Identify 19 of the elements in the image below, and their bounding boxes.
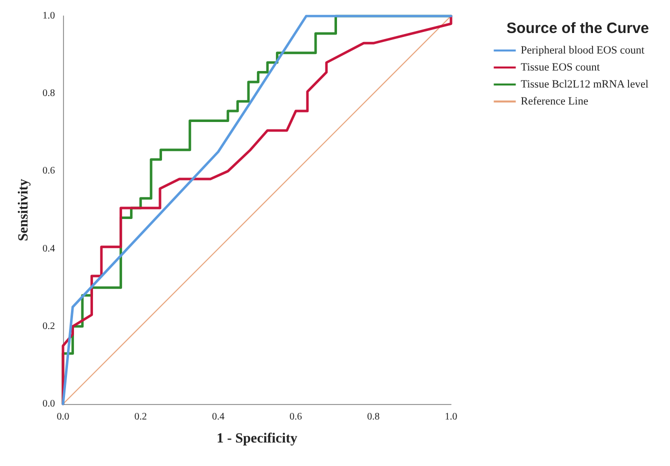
y-tick-label: 0.0 xyxy=(42,398,55,410)
y-tick-label: 1.0 xyxy=(42,10,55,22)
x-tick-label: 1.0 xyxy=(444,412,458,422)
y-tick-label: 0.8 xyxy=(42,88,55,100)
x-tick-label: 0.6 xyxy=(290,412,302,422)
x-tick-label: 0.2 xyxy=(134,412,147,422)
y-axis-title: Sensitivity xyxy=(16,178,32,242)
y-tick-label: 0.4 xyxy=(42,243,55,254)
x-tick-label: 0.0 xyxy=(56,412,70,422)
legend-title: Source of the Curve xyxy=(506,20,649,37)
legend-label: Reference Line xyxy=(520,96,588,108)
y-tick-label: 0.2 xyxy=(42,320,55,332)
x-tick-label: 0.4 xyxy=(212,412,224,422)
legend-label: Tissue Bcl2L12 mRNA level xyxy=(520,78,648,90)
y-tick-label: 0.6 xyxy=(42,166,55,177)
legend-label: Peripheral blood EOS count xyxy=(520,44,644,56)
x-tick-label: 0.8 xyxy=(367,412,380,422)
x-axis-title: 1 - Specificity xyxy=(216,432,298,446)
legend-label: Tissue EOS count xyxy=(520,62,600,74)
